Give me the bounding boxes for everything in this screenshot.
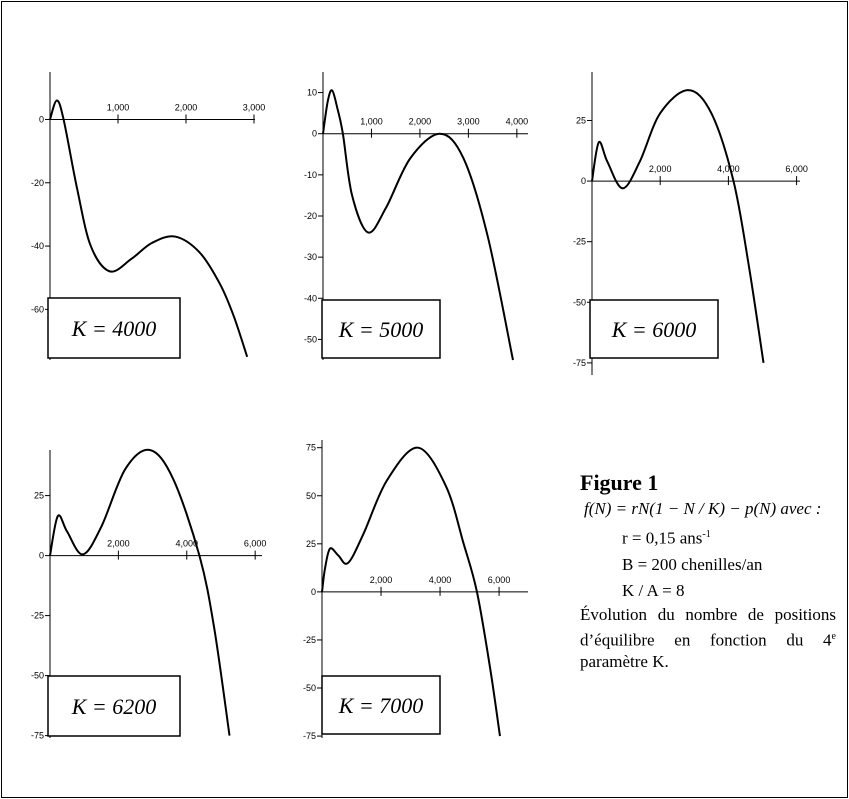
param-r-sup: -1 <box>702 529 711 540</box>
formula: f(N) = rN(1 − N / K) − p(N) avec : <box>584 499 822 518</box>
y-tick-label: -25 <box>31 611 44 621</box>
x-tick-label: 1,000 <box>107 102 130 112</box>
caption-text-end: paramètre K. <box>580 652 669 672</box>
caption: Figure 1 f(N) = rN(1 − N / K) − p(N) ave… <box>580 470 836 673</box>
y-tick-label: -20 <box>304 211 317 221</box>
x-tick-label: 2,000 <box>649 164 672 174</box>
x-tick-label: 3,000 <box>457 117 480 127</box>
x-tick-label: 6,000 <box>244 539 267 549</box>
y-tick-label: 0 <box>312 129 317 139</box>
y-tick-label: -25 <box>573 237 586 247</box>
y-tick-label: -75 <box>31 731 44 741</box>
caption-text-main: Évolution du nombre de positions d’équil… <box>580 604 836 650</box>
y-tick-label: 75 <box>306 443 316 453</box>
label-box <box>321 675 441 735</box>
y-tick-label: -75 <box>303 731 316 741</box>
caption-title: Figure 1 <box>580 470 659 495</box>
y-tick-label: 25 <box>34 491 44 501</box>
x-tick-label: 6,000 <box>488 575 511 585</box>
x-tick-label: 4,000 <box>717 164 740 174</box>
caption-text-sup: e <box>831 630 836 642</box>
curve <box>49 448 231 736</box>
label-box <box>321 299 441 359</box>
x-tick-label: 4,000 <box>429 575 452 585</box>
curve <box>49 99 249 358</box>
k-label: K = 6200 <box>71 694 157 719</box>
x-tick-label: 3,000 <box>243 102 266 112</box>
k-label: K = 4000 <box>71 316 157 341</box>
y-tick-label: -10 <box>304 170 317 180</box>
y-tick-label: -30 <box>304 252 317 262</box>
y-tick-label: -25 <box>303 635 316 645</box>
x-tick-label: 2,000 <box>370 575 393 585</box>
param-r-text: r = 0,15 ans <box>622 528 703 548</box>
y-tick-label: 50 <box>306 491 316 501</box>
k-label: K = 5000 <box>338 317 424 342</box>
x-tick-label: 2,000 <box>107 539 130 549</box>
y-tick-label: 25 <box>576 115 586 125</box>
label-box <box>47 297 181 359</box>
y-tick-label: -60 <box>31 304 44 314</box>
x-tick-label: 1,000 <box>360 117 383 127</box>
x-tick-label: 4,000 <box>506 117 529 127</box>
caption-text: Évolution du nombre de positions d’équil… <box>580 604 836 674</box>
curve <box>591 89 765 364</box>
param-b: B = 200 chenilles/an <box>622 554 763 574</box>
y-tick-label: -40 <box>304 293 317 303</box>
y-tick-label: -50 <box>573 297 586 307</box>
y-tick-label: -50 <box>304 334 317 344</box>
param-r: r = 0,15 ans-1 <box>580 522 836 552</box>
x-tick-label: 4,000 <box>176 539 199 549</box>
y-tick-label: 10 <box>307 88 317 98</box>
label-box <box>47 675 181 737</box>
x-tick-label: 2,000 <box>175 102 198 112</box>
label-box <box>589 299 719 359</box>
curve <box>321 446 501 737</box>
y-tick-label: -40 <box>31 241 44 251</box>
x-tick-label: 6,000 <box>785 164 808 174</box>
param-ka: K / A = 8 <box>622 580 685 600</box>
y-tick-label: 0 <box>39 551 44 561</box>
y-tick-label: 0 <box>39 114 44 124</box>
y-tick-label: 0 <box>581 176 586 186</box>
y-tick-label: -50 <box>31 671 44 681</box>
y-tick-label: -50 <box>303 683 316 693</box>
k-label: K = 6000 <box>611 317 697 342</box>
y-tick-label: -20 <box>31 178 44 188</box>
x-tick-label: 2,000 <box>409 117 432 127</box>
y-tick-label: 25 <box>306 539 316 549</box>
curve <box>322 89 514 361</box>
y-tick-label: 0 <box>311 587 316 597</box>
y-tick-label: -75 <box>573 358 586 368</box>
k-label: K = 7000 <box>338 693 424 718</box>
